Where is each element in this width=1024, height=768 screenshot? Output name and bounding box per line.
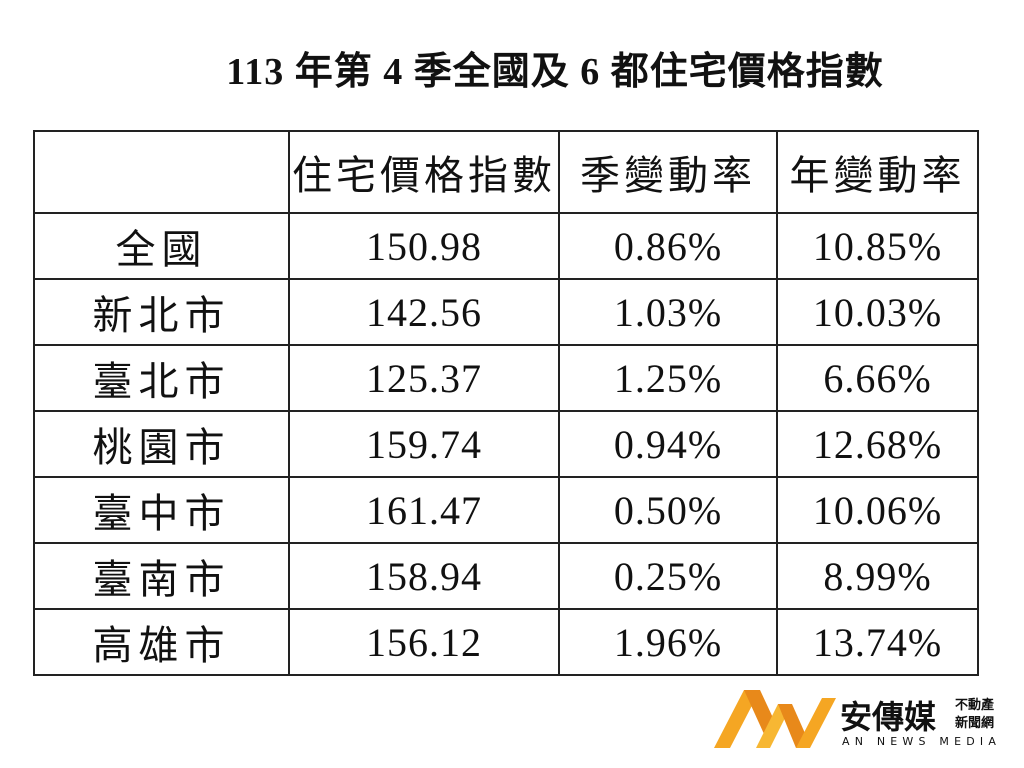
column-header: 季變動率: [558, 130, 778, 214]
data-row: 臺中市 161.47 0.50% 10.06%: [33, 476, 979, 544]
data-row: 高雄市 156.12 1.96% 13.74%: [33, 608, 979, 676]
logo-name: 安傳媒: [840, 698, 937, 736]
cell: 13.74%: [776, 608, 979, 676]
cell: 161.47: [288, 476, 560, 544]
cell: 158.94: [288, 542, 560, 610]
row-header: 桃園市: [33, 410, 290, 478]
cell: 12.68%: [776, 410, 979, 478]
column-header: 年變動率: [776, 130, 979, 214]
cell: 0.86%: [558, 212, 778, 280]
cell: 8.99%: [776, 542, 979, 610]
cell: 10.03%: [776, 278, 979, 346]
row-header: 臺中市: [33, 476, 290, 544]
data-row: 臺北市 125.37 1.25% 6.66%: [33, 344, 979, 412]
cell: 0.50%: [558, 476, 778, 544]
cell: 142.56: [288, 278, 560, 346]
cell: 159.74: [288, 410, 560, 478]
logo-tagline: 新聞網: [955, 716, 995, 731]
row-header: 臺南市: [33, 542, 290, 610]
cell: 10.85%: [776, 212, 979, 280]
title: 113 年第 4 季全國及 6 都住宅價格指數: [226, 51, 884, 93]
data-row: 新北市 142.56 1.03% 10.03%: [33, 278, 979, 346]
cell: 1.25%: [558, 344, 778, 412]
price-index-table: 住宅價格指數 季變動率 年變動率 全國 150.98 0.86% 10.85% 新北市 142.…: [33, 130, 979, 676]
table-body: 住宅價格指數 季變動率 年變動率 全國 150.98 0.86% 10.85% 新北市 142.…: [33, 130, 979, 676]
logo-mark: [714, 690, 836, 748]
row-header: 全國: [33, 212, 290, 280]
logo-tagline: 不動產: [955, 698, 995, 713]
column-header: 住宅價格指數: [288, 130, 560, 214]
cell: 6.66%: [776, 344, 979, 412]
header-row: 住宅價格指數 季變動率 年變動率: [33, 130, 979, 214]
row-header: 高雄市: [33, 608, 290, 676]
cell: 0.25%: [558, 542, 778, 610]
row-header: 新北市: [33, 278, 290, 346]
data-row: 臺南市 158.94 0.25% 8.99%: [33, 542, 979, 610]
data-row: 桃園市 159.74 0.94% 12.68%: [33, 410, 979, 478]
logo: 安傳媒 不動產 新聞網 AN NEWS MEDIA: [712, 686, 1012, 756]
cell: 10.06%: [776, 476, 979, 544]
cell: 1.96%: [558, 608, 778, 676]
logo-english: AN NEWS MEDIA: [842, 735, 1002, 748]
corner-cell: [33, 130, 290, 214]
cell: 0.94%: [558, 410, 778, 478]
cell: 1.03%: [558, 278, 778, 346]
cell: 156.12: [288, 608, 560, 676]
row-header: 臺北市: [33, 344, 290, 412]
cell: 125.37: [288, 344, 560, 412]
cell: 150.98: [288, 212, 560, 280]
data-row: 全國 150.98 0.86% 10.85%: [33, 212, 979, 280]
